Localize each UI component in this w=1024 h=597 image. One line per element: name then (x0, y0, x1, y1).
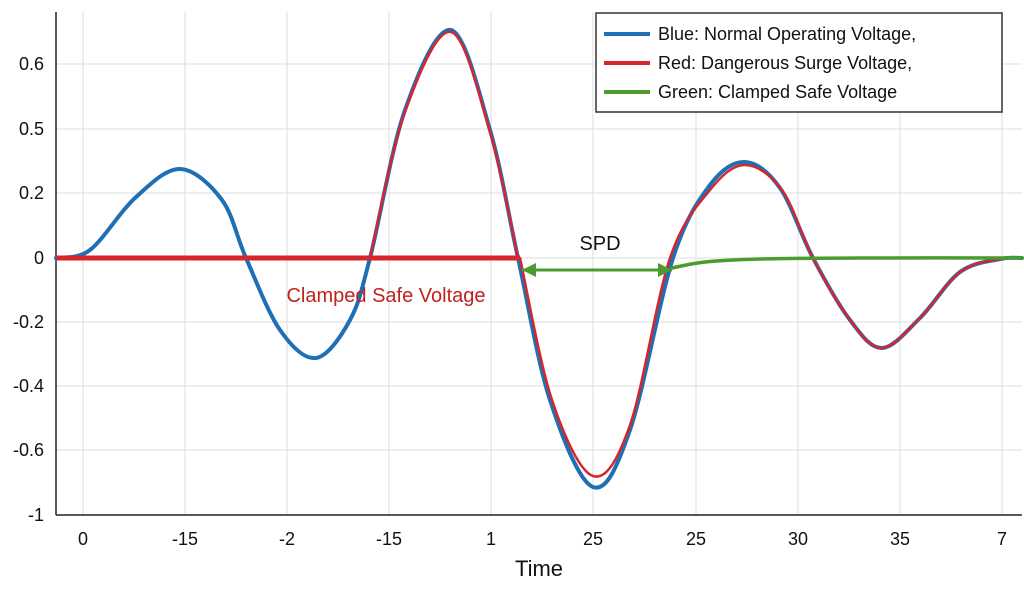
series-group (54, 27, 1024, 490)
y-tick-label: 0.6 (19, 54, 44, 74)
spd-label: SPD (579, 233, 620, 255)
y-tick-label: -0.2 (13, 312, 44, 332)
legend-entry-blue: Blue: Normal Operating Voltage, (658, 24, 916, 44)
x-tick-label: 25 (583, 529, 603, 549)
x-tick-label: -15 (376, 529, 402, 549)
legend-box (595, 12, 1003, 113)
y-tick-label: 0.5 (19, 119, 44, 139)
x-tick-label: 25 (686, 529, 706, 549)
clamped-safe-voltage-label: Clamped Safe Voltage (286, 285, 485, 307)
spd-arrowhead-left (522, 263, 536, 277)
spd-annotation: SPD (522, 233, 672, 277)
series-line-green (670, 256, 1024, 270)
axes (55, 12, 1022, 516)
legend-entry-red: Red: Dangerous Surge Voltage, (658, 53, 912, 73)
y-tick-label: -1 (28, 505, 44, 525)
legend-entry-green: Green: Clamped Safe Voltage (658, 82, 897, 102)
x-axis-title: Time (515, 556, 563, 581)
series-line-red-surge (518, 163, 1024, 478)
y-tick-label: 0.2 (19, 183, 44, 203)
legend: Blue: Normal Operating Voltage, Red: Dan… (595, 12, 1003, 113)
tick-labels: 0.6 0.5 0.2 0 -0.2 -0.4 -0.6 -1 0 -15 -2 -15 1 25 25 30… (13, 54, 1007, 549)
x-tick-label: -2 (279, 529, 295, 549)
x-tick-label: 35 (890, 529, 910, 549)
x-tick-label: 7 (997, 529, 1007, 549)
x-tick-label: 1 (486, 529, 496, 549)
x-tick-label: 30 (788, 529, 808, 549)
y-tick-label: 0 (34, 248, 44, 268)
y-tick-label: -0.6 (13, 440, 44, 460)
x-tick-label: 0 (78, 529, 88, 549)
x-tick-label: -15 (172, 529, 198, 549)
y-tick-label: -0.4 (13, 376, 44, 396)
series-line-red-peak (368, 30, 520, 260)
spd-arrowhead-right (658, 263, 672, 277)
